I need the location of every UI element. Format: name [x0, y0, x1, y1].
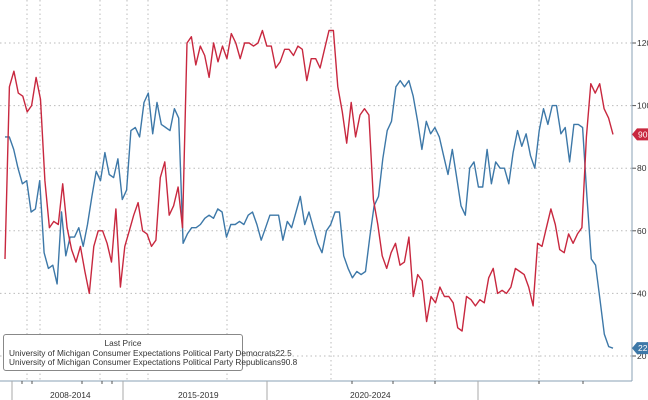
- legend-value: 22.5: [275, 347, 292, 358]
- y-tick-label: 80: [637, 163, 647, 173]
- legend: Last Price University of Michigan Consum…: [3, 334, 297, 371]
- last-value-badge: [632, 128, 648, 141]
- legend-item-republicans: University of Michigan Consumer Expectat…: [4, 357, 297, 367]
- legend-value: 90.8: [281, 356, 298, 367]
- x-period-label: 2020-2024: [350, 390, 391, 400]
- y-tick-label: 20: [637, 351, 647, 361]
- series-line-republicans: [4, 29, 614, 332]
- y-tick-label: 100: [637, 101, 648, 111]
- y-tick-label: 40: [637, 288, 647, 298]
- legend-label: University of Michigan Consumer Expectat…: [9, 356, 282, 367]
- legend-label: University of Michigan Consumer Expectat…: [9, 347, 276, 358]
- last-value-label: 90.8: [638, 129, 648, 139]
- last-value-label: 22.5: [638, 343, 648, 353]
- y-tick-label: 60: [637, 226, 647, 236]
- legend-item-democrats: University of Michigan Consumer Expectat…: [4, 348, 292, 358]
- y-tick-label: 120: [637, 38, 648, 48]
- series-line-democrats: [5, 79, 614, 349]
- last-value-badge: [632, 342, 648, 355]
- x-period-label: 2015-2019: [178, 390, 219, 400]
- x-period-label: 2008-2014: [50, 390, 91, 400]
- legend-title: Last Price: [104, 338, 142, 348]
